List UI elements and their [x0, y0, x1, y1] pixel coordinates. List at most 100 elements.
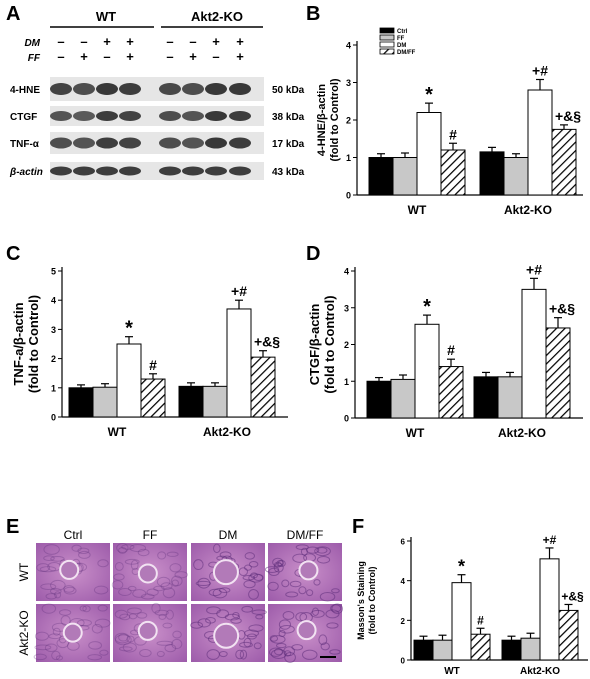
group-label-wt: WT: [96, 9, 116, 24]
tubule: [302, 649, 318, 660]
bar-chart-ctgf: 0 1 2 3 4 CTGF/β-actin(fold to Control) * # WT +#…: [307, 261, 583, 440]
y-tick-label: 3: [346, 78, 351, 88]
tubule: [118, 633, 129, 642]
y-tick-label: 0: [51, 413, 56, 423]
micrograph-row-label: WT: [17, 562, 31, 581]
tubule: [298, 586, 307, 595]
blot-band: [50, 166, 72, 176]
y-axis-label: TNF-a/β-actin(fold to Control): [11, 295, 41, 393]
ff-sign: –: [103, 49, 110, 64]
tubule: [174, 571, 188, 579]
blot-band: [205, 166, 227, 176]
ff-sign: +: [189, 49, 197, 64]
significance-mark: *: [125, 318, 133, 340]
tubule: [253, 642, 262, 650]
tubule: [326, 622, 339, 629]
micrograph-tile: [33, 603, 111, 662]
significance-mark: +#: [526, 261, 542, 277]
micrograph-tile: [190, 604, 267, 662]
tubule: [50, 555, 65, 562]
tubule: [154, 609, 169, 616]
y-tick-label: 2: [51, 354, 56, 364]
tubule: [205, 617, 216, 624]
y-axis-label-line: (fold to Control): [329, 78, 341, 161]
blot-band: [159, 83, 181, 95]
bar-dm: [414, 323, 440, 419]
tubule: [114, 632, 130, 644]
glomerulus: [212, 559, 239, 586]
tubule: [278, 629, 286, 638]
legend-label: FF: [397, 36, 405, 42]
tubule: [50, 579, 66, 591]
glomerulus: [298, 560, 319, 581]
dm-sign: –: [189, 34, 196, 49]
tubule: [166, 551, 179, 557]
tubule: [295, 612, 308, 622]
tubule: [122, 642, 137, 653]
blot-band: [73, 111, 95, 121]
tubule: [97, 559, 109, 568]
y-axis-label-line: (fold to Control): [367, 567, 377, 635]
tubule: [113, 573, 125, 581]
significance-mark: *: [458, 557, 465, 577]
group-label-akt2ko: Akt2-KO: [191, 9, 243, 24]
panel-letter-d: D: [306, 243, 321, 265]
tubule: [238, 641, 253, 648]
x-category-label: WT: [406, 426, 425, 440]
y-tick-label: 2: [401, 617, 406, 626]
significance-mark: +#: [532, 63, 548, 79]
tubule: [244, 564, 252, 571]
tubule: [129, 544, 147, 553]
legend-label: DM: [397, 43, 406, 49]
tubule: [118, 587, 132, 596]
tubule: [91, 623, 103, 634]
tubule: [169, 563, 182, 573]
tubule: [243, 580, 256, 589]
bar-dm-ff: [470, 633, 491, 661]
significance-mark: +&§: [254, 334, 280, 350]
tubule: [248, 624, 264, 632]
micrograph-tile: [36, 543, 110, 601]
legend-swatch: [379, 48, 395, 55]
blot-band: [73, 83, 95, 95]
tubule: [157, 551, 167, 560]
blot-band: [119, 83, 141, 95]
glomerulus: [137, 563, 158, 584]
tubule: [119, 613, 131, 621]
y-axis-label: Masson's Staining(fold to Control): [356, 561, 377, 640]
tubule: [49, 587, 62, 595]
blot-band: [50, 83, 72, 95]
tubule: [313, 579, 321, 586]
tubule: [219, 551, 232, 559]
blot-band: [229, 111, 251, 121]
panel-letter-e: E: [6, 516, 20, 538]
blot-band: [73, 137, 95, 149]
tubule: [267, 581, 279, 591]
tubule: [153, 585, 165, 592]
micrograph-column-label: Ctrl: [64, 528, 83, 542]
panel-letter-f: F: [352, 516, 365, 538]
tubule: [319, 591, 336, 602]
blot-band: [182, 166, 204, 176]
tubule: [248, 560, 259, 568]
micrograph-row-label: Akt2-KO: [17, 610, 31, 655]
tubule: [311, 607, 320, 616]
micrograph-column-label: FF: [143, 528, 158, 542]
y-axis-label-line: (fold to Control): [322, 295, 337, 393]
y-axis-label-line: (fold to Control): [26, 295, 41, 393]
tubule: [127, 607, 142, 615]
bar-chart-4hne: 0 1 2 3 4 4-HNE/β-actin(fold to Control) * # WT +…: [316, 27, 583, 217]
panel-letter-c: C: [6, 243, 21, 265]
panel-letter-a: A: [6, 3, 21, 25]
tubule: [284, 651, 296, 663]
blot-band: [182, 111, 204, 121]
significance-mark: +#: [543, 533, 557, 547]
blot-band: [182, 83, 204, 95]
tubule: [97, 604, 108, 612]
y-tick-label: 0: [401, 657, 406, 666]
tubule: [93, 585, 109, 595]
bar-dm-ff: [558, 609, 579, 661]
tubule: [43, 555, 55, 561]
tubule: [41, 603, 57, 614]
tubule: [232, 611, 240, 619]
